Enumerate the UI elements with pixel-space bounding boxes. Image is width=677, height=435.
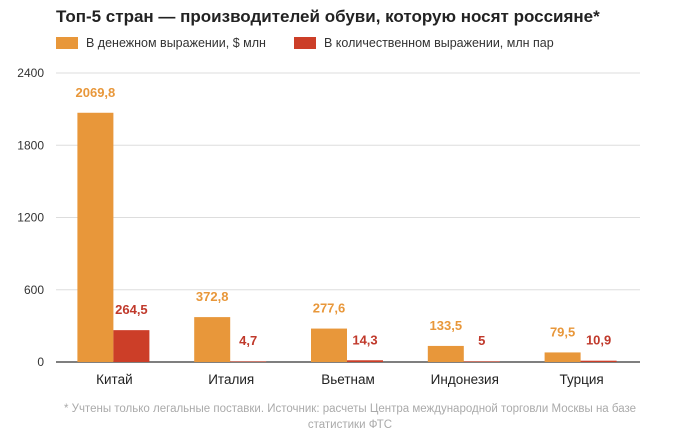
footnote: * Учтены только легальные поставки. Исто… [63,403,637,431]
x-tick-label: Вьетнам [321,372,375,387]
legend-item-quantity: В количественном выражении, млн пар [294,36,554,50]
data-label-money: 79,5 [550,324,575,339]
data-label-money: 277,6 [313,301,346,316]
legend-swatch-quantity [294,37,316,49]
y-tick-label: 2400 [17,66,44,80]
x-tick-label: Китай [96,372,133,387]
data-label-quantity: 4,7 [239,333,257,348]
y-tick-label: 1200 [17,211,44,225]
bar-money [194,317,231,362]
bar-quantity [113,330,150,362]
data-label-quantity: 5 [478,333,485,348]
x-tick-label: Индонезия [431,372,499,387]
bar-money [77,112,114,362]
bar-money [311,328,347,362]
chart-title: Топ-5 стран — производителей обуви, кото… [56,7,600,26]
legend-label-money: В денежном выражении, $ млн [86,36,266,50]
bar-chart: 0 600 1200 1800 2400 2069,8 264,5 Китай 372,8 4,7… [17,66,640,387]
bar-quantity [580,360,617,362]
data-label-money: 2069,8 [76,85,116,100]
data-label-quantity: 14,3 [352,332,377,347]
bar-money [544,352,581,362]
legend-item-money: В денежном выражении, $ млн [56,36,266,50]
data-label-money: 133,5 [430,318,463,333]
data-label-quantity: 264,5 [115,302,148,317]
x-tick-label: Италия [208,372,254,387]
data-label-quantity: 10,9 [586,333,611,348]
bar-quantity [230,361,267,362]
x-tick-label: Турция [560,372,604,387]
bar-quantity [347,360,383,362]
y-tick-label: 1800 [17,138,44,152]
data-label-money: 372,8 [196,289,229,304]
y-tick-label: 0 [37,355,44,369]
y-tick-label: 600 [24,283,44,297]
legend-label-quantity: В количественном выражении, млн пар [324,36,554,50]
bar-quantity [463,361,500,362]
legend-swatch-money [56,37,78,49]
bar-money [427,345,464,362]
